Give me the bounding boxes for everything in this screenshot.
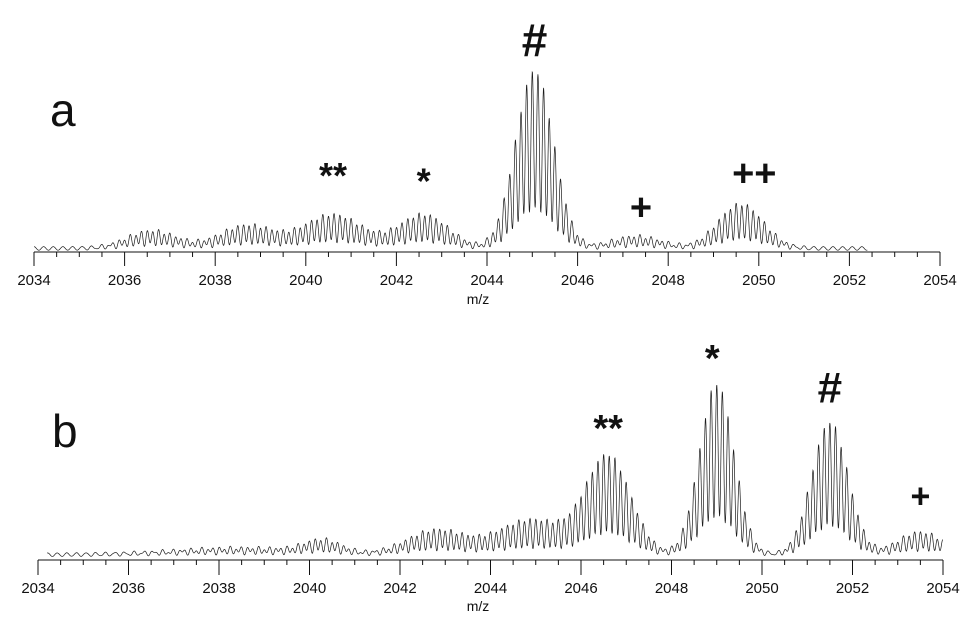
- x-tick-label: 2040: [293, 580, 326, 597]
- panel-label-b: b: [52, 405, 78, 457]
- x-tick-label: 2038: [202, 580, 235, 597]
- x-tick-label: 2044: [474, 580, 507, 597]
- peak-annotation: +: [630, 187, 652, 229]
- x-tick-label: 2054: [923, 272, 956, 289]
- spectrum-plot-b: 2034 2036 2038 2040 2042 2044 2046 2048 2050 2052…: [21, 338, 959, 597]
- peak-annotation: #: [522, 14, 548, 66]
- peak-annotation: ++: [732, 153, 776, 195]
- spectrum-plot-a: 2034 2036 2038 2040 2042 2044 2046 2048 2050 2052…: [17, 14, 956, 289]
- x-tick-label: 2042: [383, 580, 416, 597]
- spectrum-panel-b: b 2034 2036 2038 2040 2042 2044 2046 2048 2050 20…: [21, 338, 959, 614]
- peak-annotation: +: [910, 478, 930, 516]
- x-tick-label: 2034: [21, 580, 54, 597]
- x-axis-title-b: m/z: [467, 598, 490, 614]
- x-tick-label: 2036: [108, 272, 141, 289]
- x-tick-label: 2038: [199, 272, 232, 289]
- x-tick-label: 2044: [470, 272, 503, 289]
- x-tick-label: 2052: [836, 580, 869, 597]
- x-tick-label: 2046: [564, 580, 597, 597]
- x-tick-label: 2054: [926, 580, 959, 597]
- peak-annotation: **: [593, 408, 623, 450]
- x-tick-label: 2048: [652, 272, 685, 289]
- peak-annotation: **: [319, 155, 347, 196]
- x-tick-label: 2048: [655, 580, 688, 597]
- spectrum-trace-b: [46, 384, 944, 557]
- spectrum-trace-a: [33, 70, 868, 251]
- x-tick-label: 2034: [17, 272, 50, 289]
- x-tick-label: 2040: [289, 272, 322, 289]
- x-tick-label: 2050: [742, 272, 775, 289]
- peak-annotation: *: [705, 338, 720, 380]
- panel-label-a: a: [50, 84, 76, 136]
- x-tick-label: 2052: [833, 272, 866, 289]
- peak-annotation: #: [818, 364, 842, 413]
- x-tick-label: 2046: [561, 272, 594, 289]
- x-tick-label: 2042: [380, 272, 413, 289]
- x-axis-title-a: m/z: [467, 291, 490, 307]
- spectrum-panel-a: a 2034 2036 2038 2040 2042 2044 2046 2048 2050 20…: [17, 14, 956, 307]
- x-tick-label: 2036: [112, 580, 145, 597]
- peak-annotation: *: [417, 160, 431, 201]
- x-tick-label: 2050: [745, 580, 778, 597]
